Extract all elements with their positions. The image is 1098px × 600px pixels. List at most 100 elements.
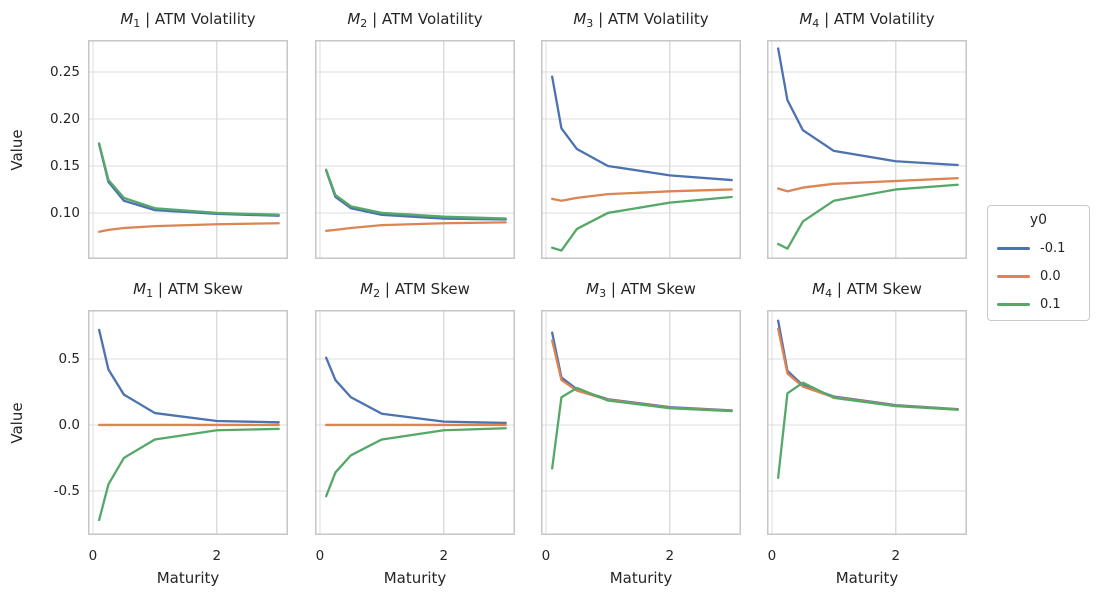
axes-plot-area <box>88 40 288 259</box>
y-tick-label: 0.5 <box>58 350 80 367</box>
x-axis-label: Maturity <box>156 569 220 587</box>
y-axis-label-volatility: Value <box>8 129 26 171</box>
axes-spines <box>88 310 288 535</box>
axes-spines <box>315 310 515 535</box>
axes-plot-area <box>541 40 741 259</box>
subplot-title-subscript: 4 <box>812 17 820 30</box>
series-line-y0--0.1 <box>324 356 507 425</box>
subplot-title-subscript: 2 <box>373 287 381 300</box>
y-axis-label-skew: Value <box>8 402 26 444</box>
subplot-title-subscript: 3 <box>599 287 607 300</box>
series-line-y0-0.1 <box>776 381 959 479</box>
subplot-m3-atm-skew: M3 | ATM Skew Maturity 0 2 <box>541 280 741 587</box>
legend-line-swatch-blue <box>997 246 1030 250</box>
subplot-m3-atm-volatility: M3 | ATM Volatility <box>541 10 741 259</box>
subplot-title-measure: | ATM Volatility <box>819 10 935 28</box>
legend-entry-label: -0.1 <box>1040 240 1066 256</box>
legend-entries: -0.1 0.0 0.1 <box>988 234 1089 318</box>
legend-entry: -0.1 <box>988 234 1089 262</box>
subplot-title-model: M <box>360 280 374 298</box>
axes-spines <box>767 40 967 259</box>
axes-plot-area <box>767 40 967 259</box>
x-axis-label: Maturity <box>835 569 899 587</box>
subplot-title-measure: | ATM Volatility <box>367 10 483 28</box>
legend-entry-label: 0.1 <box>1040 296 1061 312</box>
axes-spines <box>315 40 515 259</box>
subplot-title: M1 | ATM Skew <box>53 280 323 300</box>
subplot-title: M4 | ATM Skew <box>732 280 1002 300</box>
x-axis-label: Maturity <box>609 569 673 587</box>
subplot-title: M2 | ATM Skew <box>280 280 550 300</box>
subplot-title-model: M <box>812 280 826 298</box>
x-axis-label: Maturity <box>383 569 447 587</box>
legend-title: y0 <box>1029 212 1048 228</box>
subplot-title: M3 | ATM Volatility <box>506 10 776 30</box>
x-tick-label: 0 <box>88 548 98 564</box>
subplot-title: M4 | ATM Volatility <box>732 10 1002 30</box>
axes-spines <box>541 40 741 259</box>
subplot-title-measure: | ATM Volatility <box>593 10 709 28</box>
subplot-m1-atm-volatility: M1 | ATM Volatility 0.25 0.20 0.15 0.10 <box>50 10 288 259</box>
series-line-y0-0.1 <box>324 168 507 220</box>
series-line-y0-0.1 <box>776 183 959 250</box>
series-line-y0-0.0 <box>97 222 280 233</box>
subplot-title-model: M <box>133 280 147 298</box>
series-line-y0-0.0 <box>776 177 959 193</box>
series-line-y0--0.1 <box>324 169 507 221</box>
x-tick-label: 2 <box>891 548 901 564</box>
series-line-y0-0.1 <box>550 195 733 252</box>
y-tick-label: 0.25 <box>49 63 80 80</box>
subplot-title-measure: | ATM Skew <box>153 280 243 298</box>
legend: y0 -0.1 0.0 0.1 <box>987 205 1090 321</box>
series-line-y0-0.1 <box>97 142 280 216</box>
axes-spines <box>88 40 288 259</box>
legend-entry: 0.1 <box>988 290 1089 318</box>
series-line-y0--0.1 <box>776 319 959 411</box>
subplot-title-subscript: 4 <box>825 287 833 300</box>
series-line-y0--0.1 <box>776 47 959 167</box>
subplot-title-model: M <box>586 280 600 298</box>
x-tick-label: 0 <box>541 548 551 564</box>
axes-plot-area <box>88 310 288 535</box>
subplot-m4-atm-skew: M4 | ATM Skew Maturity 0 2 <box>767 280 967 587</box>
subplot-title-model: M <box>799 10 813 28</box>
legend-entry: 0.0 <box>988 262 1089 290</box>
subplot-m4-atm-volatility: M4 | ATM Volatility <box>767 10 967 259</box>
axes-plot-area <box>315 310 515 535</box>
legend-entry-label: 0.0 <box>1040 268 1061 284</box>
series-line-y0-0.0 <box>776 327 959 411</box>
y-tick-label: 0.0 <box>58 416 80 433</box>
series-line-y0--0.1 <box>97 143 280 217</box>
subplot-title-subscript: 3 <box>586 17 594 30</box>
x-tick-label: 2 <box>439 548 449 564</box>
series-line-y0-0.0 <box>550 188 733 202</box>
subplot-title-measure: | ATM Volatility <box>140 10 256 28</box>
series-line-y0-0.1 <box>550 386 733 470</box>
series-line-y0-0.1 <box>324 427 507 498</box>
subplot-title-model: M <box>573 10 587 28</box>
axes-plot-area <box>541 310 741 535</box>
series-line-y0--0.1 <box>550 75 733 182</box>
axes-spines <box>767 310 967 535</box>
subplot-title-subscript: 1 <box>146 287 154 300</box>
series-line-y0-0.1 <box>97 427 280 522</box>
subplot-title-model: M <box>347 10 361 28</box>
y-tick-label: 0.10 <box>49 204 80 221</box>
y-tick-label: 0.20 <box>49 110 80 127</box>
y-tick-label: -0.5 <box>53 482 80 499</box>
axes-spines <box>541 310 741 535</box>
series-line-y0--0.1 <box>550 331 733 412</box>
series-line-y0-0.0 <box>550 339 733 412</box>
subplot-m2-atm-volatility: M2 | ATM Volatility <box>315 10 515 259</box>
subplot-title-measure: | ATM Skew <box>380 280 470 298</box>
subplot-title: M2 | ATM Volatility <box>280 10 550 30</box>
series-line-y0-0.0 <box>324 221 507 232</box>
x-tick-label: 0 <box>767 548 777 564</box>
subplot-title-subscript: 1 <box>133 17 141 30</box>
axes-plot-area <box>767 310 967 535</box>
axes-plot-area <box>315 40 515 259</box>
subplot-title-subscript: 2 <box>360 17 368 30</box>
y-tick-label: 0.15 <box>49 157 80 174</box>
